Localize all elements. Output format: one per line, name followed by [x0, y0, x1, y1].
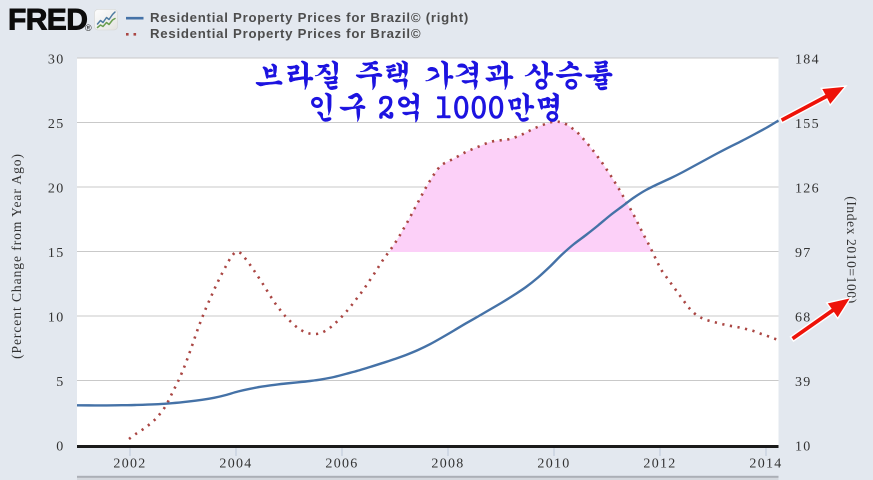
svg-text:15: 15 — [48, 246, 65, 261]
svg-text:2002: 2002 — [113, 457, 146, 472]
svg-text:FRED: FRED — [8, 4, 87, 37]
svg-text:2012: 2012 — [643, 457, 676, 472]
svg-text:39: 39 — [795, 375, 812, 390]
svg-text:2010: 2010 — [537, 457, 570, 472]
svg-text:Residential Property Prices fo: Residential Property Prices for Brazil© … — [150, 10, 469, 25]
svg-text:2008: 2008 — [431, 457, 464, 472]
svg-text:5: 5 — [56, 375, 64, 390]
svg-text:®: ® — [85, 23, 92, 33]
svg-text:97: 97 — [795, 246, 812, 261]
svg-text:30: 30 — [48, 53, 65, 68]
svg-text:184: 184 — [795, 53, 820, 68]
svg-text:25: 25 — [48, 117, 65, 132]
svg-text:2004: 2004 — [219, 457, 252, 472]
svg-text:126: 126 — [795, 182, 820, 197]
svg-text:Residential Property Prices fo: Residential Property Prices for Brazil© — [150, 26, 421, 41]
svg-text:68: 68 — [795, 311, 812, 326]
svg-text:10: 10 — [795, 440, 812, 455]
svg-text:(Index 2010=100): (Index 2010=100) — [844, 196, 859, 304]
svg-text:0: 0 — [56, 440, 64, 455]
svg-text:20: 20 — [48, 182, 65, 197]
svg-text:(Percent Change from Year Ago): (Percent Change from Year Ago) — [9, 153, 24, 359]
svg-text:2006: 2006 — [325, 457, 358, 472]
svg-text:10: 10 — [48, 311, 65, 326]
svg-text:155: 155 — [795, 117, 820, 132]
svg-text:2014: 2014 — [749, 457, 782, 472]
